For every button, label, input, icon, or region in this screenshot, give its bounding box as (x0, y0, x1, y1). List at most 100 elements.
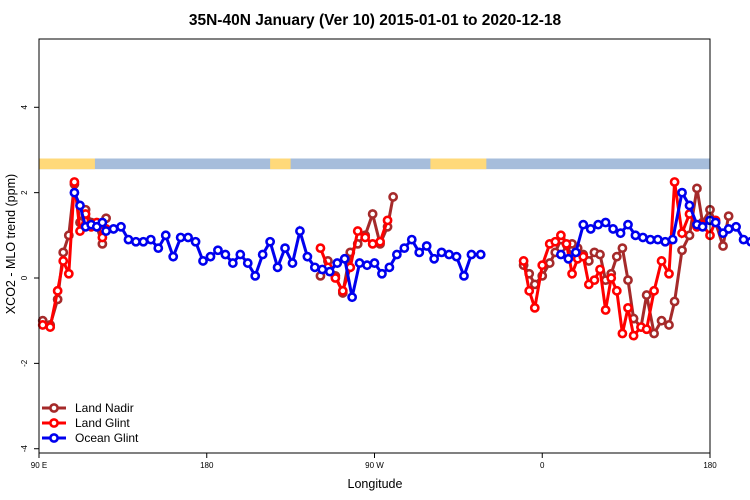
data-point (198, 256, 208, 266)
data-point (160, 230, 171, 241)
data-point (656, 256, 667, 266)
data-point (265, 236, 276, 247)
data-point (611, 285, 622, 296)
data-point (337, 285, 348, 296)
data-point (731, 221, 741, 232)
data-point (384, 262, 395, 273)
data-point (145, 234, 156, 245)
data-point (611, 251, 622, 262)
data-point (220, 249, 231, 260)
land-band-segment (430, 158, 487, 170)
data-point (375, 236, 385, 247)
series-land-glint (37, 177, 721, 341)
data-point (45, 322, 56, 332)
data-point (369, 258, 380, 268)
data-point (272, 262, 283, 273)
data-point (280, 243, 290, 254)
data-point (677, 187, 687, 198)
data-point (578, 219, 589, 230)
data-point (738, 234, 749, 245)
data-point (608, 224, 618, 234)
x-tick-label: 180 (703, 461, 717, 470)
data-point (377, 268, 387, 279)
data-point (429, 253, 440, 264)
data-point (475, 249, 486, 260)
data-point (250, 270, 261, 281)
data-point (436, 247, 447, 258)
data-point (645, 234, 656, 245)
data-point (235, 249, 246, 260)
data-point (330, 273, 341, 283)
data-point (459, 270, 469, 281)
data-point (360, 232, 371, 243)
data-point (58, 247, 69, 258)
data-point (309, 262, 320, 273)
data-point (544, 258, 555, 268)
series-ocean-glint (69, 187, 750, 303)
data-point (108, 224, 119, 234)
x-tick-label: 90 E (31, 461, 47, 470)
legend-marker (49, 433, 59, 443)
data-point (570, 247, 581, 258)
data-point (563, 253, 574, 264)
data-point (339, 253, 350, 264)
data-point (555, 230, 566, 241)
data-point (213, 245, 223, 256)
data-point (302, 251, 313, 262)
data-point (617, 243, 628, 254)
data-point (63, 268, 74, 279)
land-band-segment (270, 158, 291, 170)
data-point (367, 209, 378, 219)
ocean-band (39, 158, 710, 170)
series-line (73, 188, 750, 298)
data-point (529, 302, 540, 313)
data-point (58, 256, 69, 266)
data-point (257, 249, 268, 260)
chart-title: 35N-40N January (Ver 10) 2015-01-01 to 2… (189, 12, 562, 29)
data-point (585, 224, 596, 234)
data-point (175, 232, 186, 243)
data-point (451, 251, 462, 262)
data-point (710, 217, 721, 228)
data-point (444, 249, 454, 260)
data-point (723, 224, 734, 234)
data-point (382, 215, 393, 226)
data-point (684, 200, 695, 211)
data-point (652, 234, 663, 245)
data-point (205, 251, 216, 262)
data-point (332, 258, 343, 268)
data-point (623, 275, 633, 286)
data-point (123, 234, 134, 245)
data-point (466, 249, 477, 260)
data-point (414, 247, 425, 258)
land-band-segment (39, 158, 95, 170)
data-point (75, 200, 85, 211)
data-point (656, 315, 667, 326)
data-point (131, 236, 141, 247)
data-point (746, 236, 750, 247)
data-point (391, 249, 402, 260)
data-point (406, 234, 417, 245)
data-point (367, 238, 378, 249)
x-axis-label: Longitude (348, 477, 403, 491)
y-axis-label: XCO2 - MLO trend (ppm) (4, 174, 18, 314)
data-point (677, 228, 687, 239)
plot-area (37, 158, 750, 341)
legend-marker (49, 418, 59, 428)
data-point (615, 228, 626, 239)
x-tick-label: 0 (540, 461, 545, 470)
data-point (667, 234, 678, 245)
data-point (227, 258, 238, 268)
data-point (567, 268, 577, 279)
data-point (595, 249, 605, 260)
data-point (97, 217, 108, 228)
data-point (183, 232, 194, 243)
data-point (669, 296, 680, 307)
data-point (623, 302, 633, 313)
data-point (578, 251, 589, 262)
data-point (623, 219, 633, 230)
data-point (718, 241, 728, 251)
data-point (630, 230, 641, 241)
data-point (421, 241, 432, 251)
